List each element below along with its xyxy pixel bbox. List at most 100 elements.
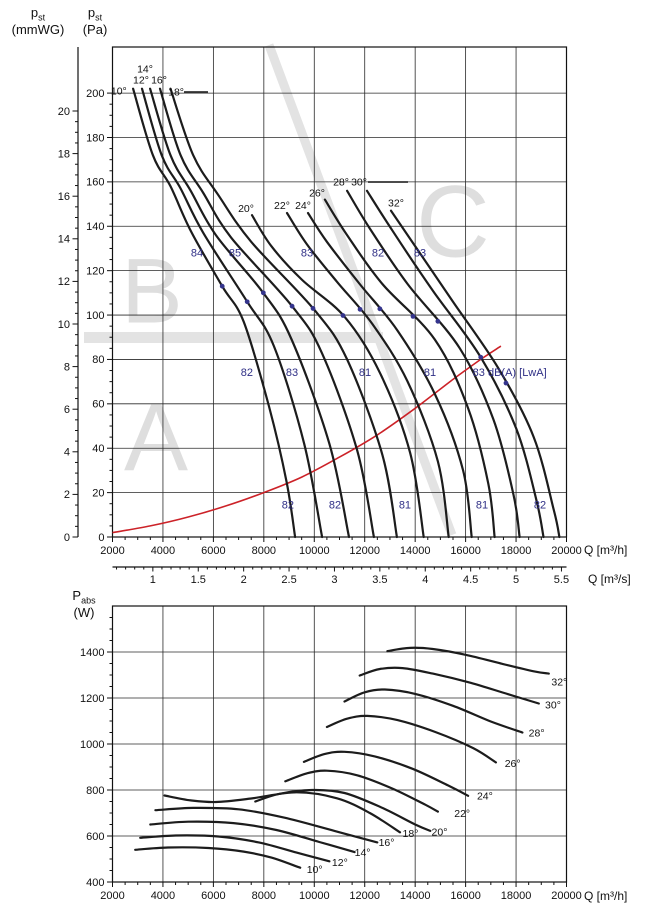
power-curve-12° [139, 834, 331, 863]
power-angle-label-30°: 30° [545, 700, 561, 712]
pressure-curve-16° [158, 87, 375, 539]
angle-label-28°: 28° [333, 176, 349, 188]
svg-text:2: 2 [241, 574, 247, 586]
svg-text:82: 82 [241, 367, 253, 379]
flow-axis-m3s: 1 1.5 2 2.5 3 3.5 4 4.5 5 5.5 [112, 566, 569, 586]
svg-text:2.5: 2.5 [281, 574, 296, 586]
svg-text:4000: 4000 [151, 545, 175, 557]
angle-label-10°: 10° [111, 85, 127, 97]
pressure-curve-32° [389, 209, 561, 539]
svg-text:0: 0 [98, 532, 104, 544]
power-angle-label-16°: 16° [379, 837, 395, 849]
svg-text:83 dB(A) [LwA]: 83 dB(A) [LwA] [473, 367, 547, 379]
svg-text:18000: 18000 [501, 545, 532, 557]
svg-text:6: 6 [64, 404, 70, 416]
svg-text:16000: 16000 [450, 890, 481, 902]
svg-text:82: 82 [372, 248, 384, 260]
angle-label-24°: 24° [295, 200, 311, 212]
power-curve-28° [343, 688, 524, 734]
svg-text:85: 85 [229, 248, 241, 260]
power-angle-label-12°: 12° [332, 857, 348, 869]
power-angle-label-22°: 22° [454, 808, 470, 820]
svg-text:14: 14 [58, 234, 70, 246]
svg-text:81: 81 [476, 500, 488, 512]
svg-text:14000: 14000 [400, 890, 431, 902]
power-curve-26° [325, 714, 497, 764]
svg-text:81: 81 [399, 500, 411, 512]
pressure-mmwg-axis: 0 2 4 6 8 10 12 14 16 18 20 [58, 47, 79, 544]
svg-text:6000: 6000 [201, 890, 225, 902]
flow-axis-bottom: 2000 4000 6000 8000 10000 12000 14000 16000 1800… [100, 882, 582, 902]
operating-point-dots [219, 283, 509, 386]
pressure-curve-20° [250, 214, 425, 539]
angle-label-18°: 18° [168, 87, 184, 99]
power-axis: 400 600 800 1000 1200 1400 [80, 617, 113, 889]
svg-text:12: 12 [58, 276, 70, 288]
power-angle-label-14°: 14° [355, 847, 371, 859]
svg-text:3.5: 3.5 [372, 574, 387, 586]
svg-text:400: 400 [86, 877, 104, 889]
pressure-curve-18° [169, 87, 398, 539]
svg-text:1: 1 [150, 574, 156, 586]
pressure-curve-14° [149, 87, 351, 539]
svg-text:82: 82 [534, 500, 546, 512]
zone-letter-B: B [121, 240, 182, 342]
svg-text:20000: 20000 [551, 545, 582, 557]
svg-text:200: 200 [86, 88, 104, 100]
angle-label-20°: 20° [238, 203, 254, 215]
angle-label-14°: 14° [137, 63, 153, 75]
svg-text:140: 140 [86, 221, 104, 233]
svg-text:600: 600 [86, 831, 104, 843]
svg-text:4: 4 [422, 574, 428, 586]
svg-text:40: 40 [92, 443, 104, 455]
svg-text:8: 8 [64, 361, 70, 373]
power-curves [134, 646, 550, 869]
pressure-pa-axis: 0 20 40 60 80 100 120 140 160 180 200 [86, 88, 113, 544]
angle-label-12°: 12° [133, 74, 149, 86]
svg-text:4000: 4000 [151, 890, 175, 902]
svg-text:20: 20 [92, 487, 104, 499]
svg-text:20: 20 [58, 106, 70, 118]
svg-text:82: 82 [282, 500, 294, 512]
power-angle-label-32°: 32° [551, 677, 567, 689]
flow-axis-top: 2000 4000 6000 8000 10000 12000 14000 16000 1800… [100, 537, 582, 557]
pressure-curve-22° [285, 211, 450, 539]
power-curve-32° [386, 646, 550, 675]
svg-text:3: 3 [331, 574, 337, 586]
svg-text:10: 10 [58, 319, 70, 331]
power-angle-label-20°: 20° [432, 826, 448, 838]
svg-text:1200: 1200 [80, 693, 104, 705]
svg-text:18000: 18000 [501, 890, 532, 902]
svg-text:80: 80 [92, 354, 104, 366]
svg-text:1000: 1000 [80, 739, 104, 751]
svg-text:8000: 8000 [252, 545, 276, 557]
svg-text:14000: 14000 [400, 545, 431, 557]
power-curve-labels: 10° 12° 14° 16° 18° 20° 22° 24° 26° 28° 30° 32° [307, 677, 568, 876]
pressure-curve-labels: 10° 12°14°16°18° 20° 22° 24°26° 28° 30° 32° [111, 63, 408, 215]
zone-watermarks: AB C [84, 43, 490, 537]
pressure-curve-24° [306, 211, 473, 539]
power-grid [111, 605, 568, 883]
power-curve-16° [154, 806, 379, 844]
svg-text:1.5: 1.5 [191, 574, 206, 586]
power-curve-14° [149, 820, 356, 854]
angle-label-26°: 26° [309, 188, 325, 200]
svg-text:160: 160 [86, 177, 104, 189]
power-curve-22° [284, 769, 439, 813]
svg-text:180: 180 [86, 132, 104, 144]
svg-text:84: 84 [191, 248, 203, 260]
svg-text:0: 0 [64, 532, 70, 544]
svg-text:100: 100 [86, 310, 104, 322]
svg-text:8000: 8000 [252, 890, 276, 902]
svg-text:83: 83 [286, 367, 298, 379]
zone-letter-A: A [124, 385, 188, 492]
angle-label-30°: 30° [351, 176, 367, 188]
power-angle-label-28°: 28° [529, 728, 545, 740]
svg-text:82: 82 [329, 500, 341, 512]
svg-text:10000: 10000 [299, 890, 330, 902]
noise-level-labels: 84 85 83 82 83 82 83 81 81 83 dB(A) [LwA] 82 82 81 81… [191, 248, 547, 512]
pressure-curve-28° [346, 189, 521, 539]
power-angle-label-24°: 24° [477, 790, 493, 802]
svg-text:16: 16 [58, 191, 70, 203]
